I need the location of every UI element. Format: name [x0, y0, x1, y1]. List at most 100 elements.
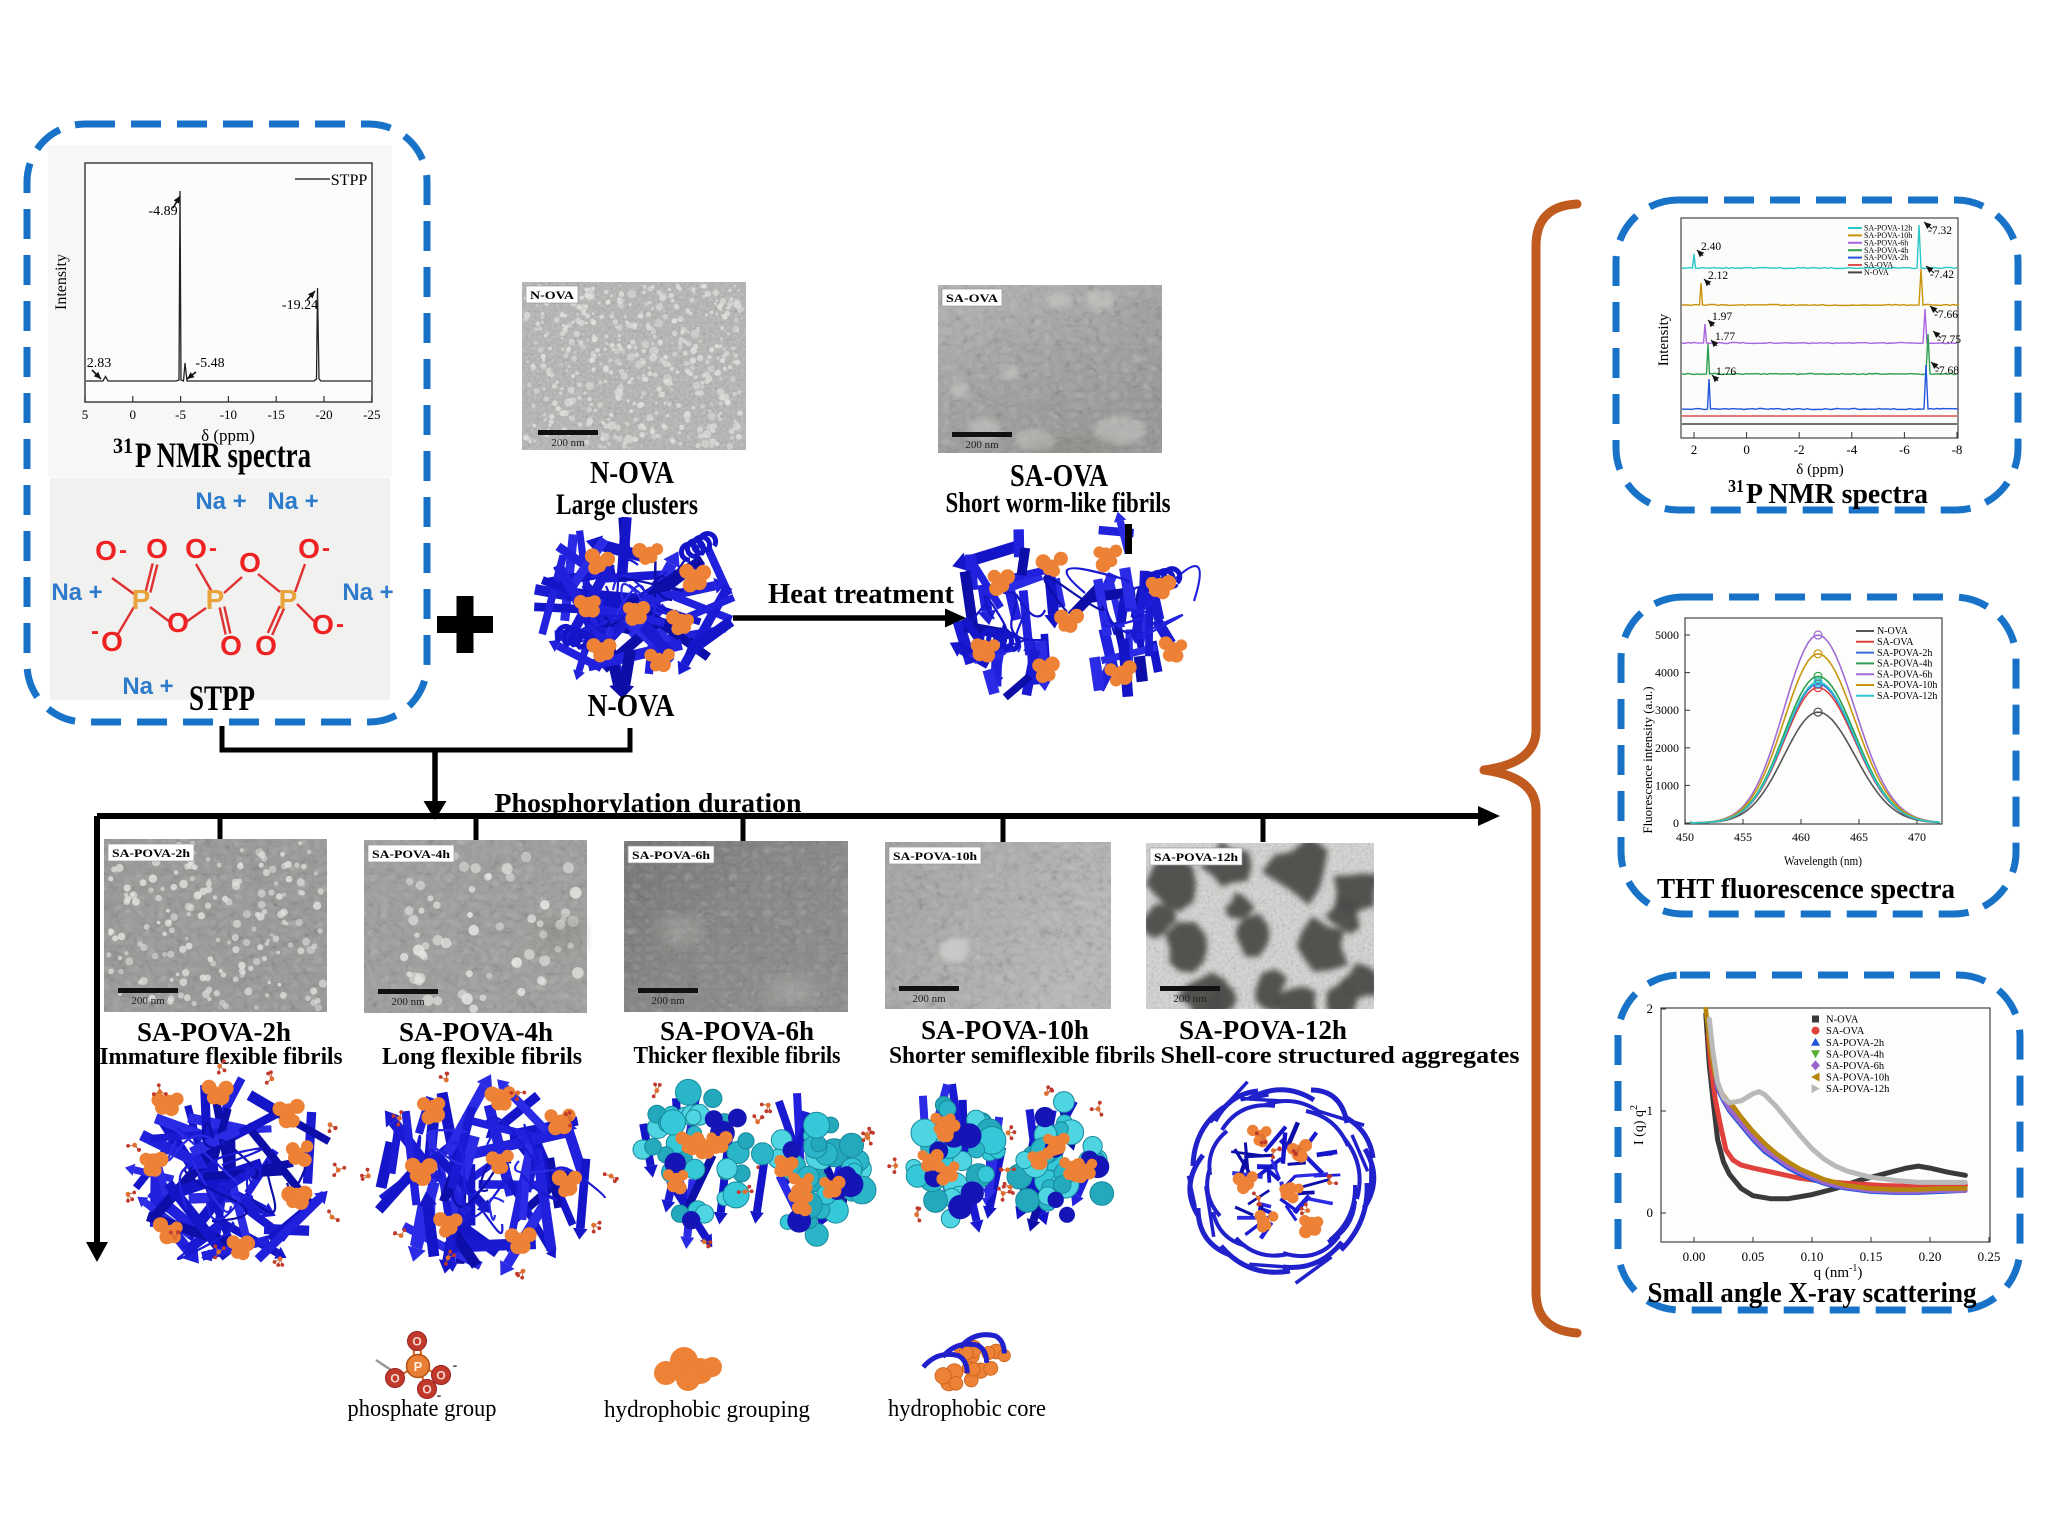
svg-text:SA-POVA-10h: SA-POVA-10h [1877, 680, 1937, 691]
svg-text:31: 31 [1728, 476, 1744, 496]
svg-text:Na +: Na + [195, 488, 246, 515]
svg-text:-7.66: -7.66 [1934, 309, 1958, 321]
svg-text:hydrophobic grouping: hydrophobic grouping [604, 1397, 810, 1423]
svg-text:I (q) q2: I (q) q2 [1629, 1105, 1647, 1145]
svg-text:SA-POVA-2h: SA-POVA-2h [137, 1017, 291, 1047]
svg-text:450: 450 [1676, 830, 1694, 844]
svg-text:SA-POVA-6h: SA-POVA-6h [632, 848, 710, 862]
svg-text:O: O [220, 630, 242, 661]
svg-text:N-OVA: N-OVA [530, 288, 574, 302]
svg-text:Na +: Na + [342, 579, 393, 606]
svg-text:200 nm: 200 nm [965, 439, 999, 451]
svg-text:-15: -15 [268, 407, 285, 422]
svg-text:Na +: Na + [51, 579, 102, 606]
svg-text:N-OVA: N-OVA [1877, 626, 1909, 637]
svg-text:O: O [167, 607, 189, 638]
svg-text:-: - [209, 535, 217, 562]
svg-text:470: 470 [1908, 830, 1926, 844]
svg-text:SA-OVA: SA-OVA [1826, 1026, 1865, 1037]
svg-text:200 nm: 200 nm [1173, 993, 1207, 1005]
svg-text:0: 0 [1743, 442, 1750, 457]
svg-text:Heat treatment: Heat treatment [768, 578, 954, 610]
svg-text:200 nm: 200 nm [551, 437, 585, 449]
svg-text:P: P [414, 1359, 423, 1374]
svg-text:SA-POVA-4h: SA-POVA-4h [399, 1017, 553, 1047]
svg-text:Long flexible fibrils: Long flexible fibrils [382, 1044, 582, 1070]
svg-text:SA-POVA-4h: SA-POVA-4h [1877, 659, 1932, 670]
svg-text:1.97: 1.97 [1712, 311, 1732, 323]
svg-text:-19.24: -19.24 [282, 298, 318, 313]
svg-text:-7.32: -7.32 [1928, 225, 1952, 237]
svg-text:0.10: 0.10 [1801, 1249, 1824, 1264]
svg-text:1.76: 1.76 [1716, 366, 1736, 378]
svg-text:200 nm: 200 nm [131, 995, 165, 1007]
svg-text:SA-POVA-4h: SA-POVA-4h [372, 847, 450, 861]
svg-text:SA-OVA: SA-OVA [946, 291, 998, 305]
svg-text:δ (ppm): δ (ppm) [1796, 462, 1843, 478]
svg-text:1: 1 [1647, 1103, 1654, 1118]
svg-text:O: O [298, 533, 320, 564]
svg-text:P NMR spectra: P NMR spectra [1746, 479, 1928, 510]
svg-text:Na +: Na + [122, 673, 173, 700]
svg-text:Intensity: Intensity [53, 254, 70, 310]
svg-text:SA-POVA-6h: SA-POVA-6h [1877, 669, 1932, 680]
svg-text:-7.68: -7.68 [1935, 365, 1959, 377]
svg-text:Na +: Na + [267, 488, 318, 515]
svg-text:-25: -25 [363, 407, 380, 422]
svg-text:Short worm-like fibrils: Short worm-like fibrils [946, 487, 1171, 519]
svg-text:O: O [255, 630, 277, 661]
svg-text:200 nm: 200 nm [391, 996, 425, 1008]
svg-text:-2: -2 [1794, 442, 1805, 457]
svg-text:-: - [437, 1387, 442, 1403]
svg-text:P: P [279, 584, 298, 615]
svg-text:1000: 1000 [1655, 778, 1679, 792]
svg-text:SA-POVA-12h: SA-POVA-12h [1864, 224, 1912, 233]
svg-text:O: O [95, 535, 117, 566]
svg-text:SA-OVA: SA-OVA [1864, 261, 1893, 270]
svg-text:0.15: 0.15 [1860, 1249, 1883, 1264]
svg-text:Small angle X-ray scattering: Small angle X-ray scattering [1648, 1278, 1977, 1309]
svg-text:-: - [453, 1357, 458, 1373]
svg-text:0: 0 [1647, 1205, 1654, 1220]
svg-text:Intensity: Intensity [1656, 313, 1672, 366]
svg-text:-: - [322, 535, 330, 562]
svg-text:SA-POVA-12h: SA-POVA-12h [1826, 1084, 1890, 1095]
svg-text:465: 465 [1850, 830, 1868, 844]
svg-text:-10: -10 [220, 407, 237, 422]
svg-text:N-OVA: N-OVA [588, 687, 675, 723]
svg-text:SA-POVA-4h: SA-POVA-4h [1864, 246, 1908, 255]
svg-text:-4: -4 [1846, 442, 1857, 457]
svg-text:200 nm: 200 nm [912, 993, 946, 1005]
svg-text:5: 5 [82, 407, 89, 422]
svg-text:SA-POVA-10h: SA-POVA-10h [921, 1015, 1089, 1045]
svg-text:Wavelength (nm): Wavelength (nm) [1784, 854, 1862, 868]
svg-text:O: O [390, 1372, 399, 1386]
svg-text:-: - [91, 618, 99, 645]
svg-text:0.25: 0.25 [1978, 1249, 2001, 1264]
svg-text:SA-POVA-6h: SA-POVA-6h [660, 1016, 814, 1046]
svg-text:2: 2 [1691, 442, 1698, 457]
svg-text:1.77: 1.77 [1715, 331, 1735, 343]
svg-text:5000: 5000 [1655, 628, 1679, 642]
svg-text:P: P [132, 584, 151, 615]
svg-text:Shell-core structured aggregat: Shell-core structured aggregates [1161, 1043, 1520, 1069]
svg-text:O: O [412, 1335, 421, 1349]
svg-text:SA-POVA-2h: SA-POVA-2h [1877, 648, 1932, 659]
svg-text:SA-POVA-10h: SA-POVA-10h [1826, 1073, 1890, 1084]
svg-text:SA-POVA-2h: SA-POVA-2h [1864, 253, 1908, 262]
svg-text:-6: -6 [1899, 442, 1910, 457]
svg-text:SA-POVA-2h: SA-POVA-2h [1826, 1038, 1885, 1049]
svg-text:0: 0 [1673, 816, 1679, 830]
svg-text:-: - [119, 537, 127, 564]
svg-text:P: P [206, 584, 225, 615]
svg-text:0: 0 [130, 407, 137, 422]
svg-text:SA-POVA-10h: SA-POVA-10h [893, 849, 977, 863]
svg-text:-5.48: -5.48 [195, 356, 224, 371]
svg-text:2.12: 2.12 [1708, 270, 1728, 282]
svg-text:-8: -8 [1952, 442, 1963, 457]
svg-text:-: - [336, 611, 344, 638]
svg-text:Fluorescence intensity (a.u.): Fluorescence intensity (a.u.) [1640, 686, 1655, 833]
svg-text:SA-POVA-2h: SA-POVA-2h [112, 846, 190, 860]
svg-text:Large clusters: Large clusters [556, 488, 698, 521]
svg-text:2.40: 2.40 [1701, 241, 1721, 253]
